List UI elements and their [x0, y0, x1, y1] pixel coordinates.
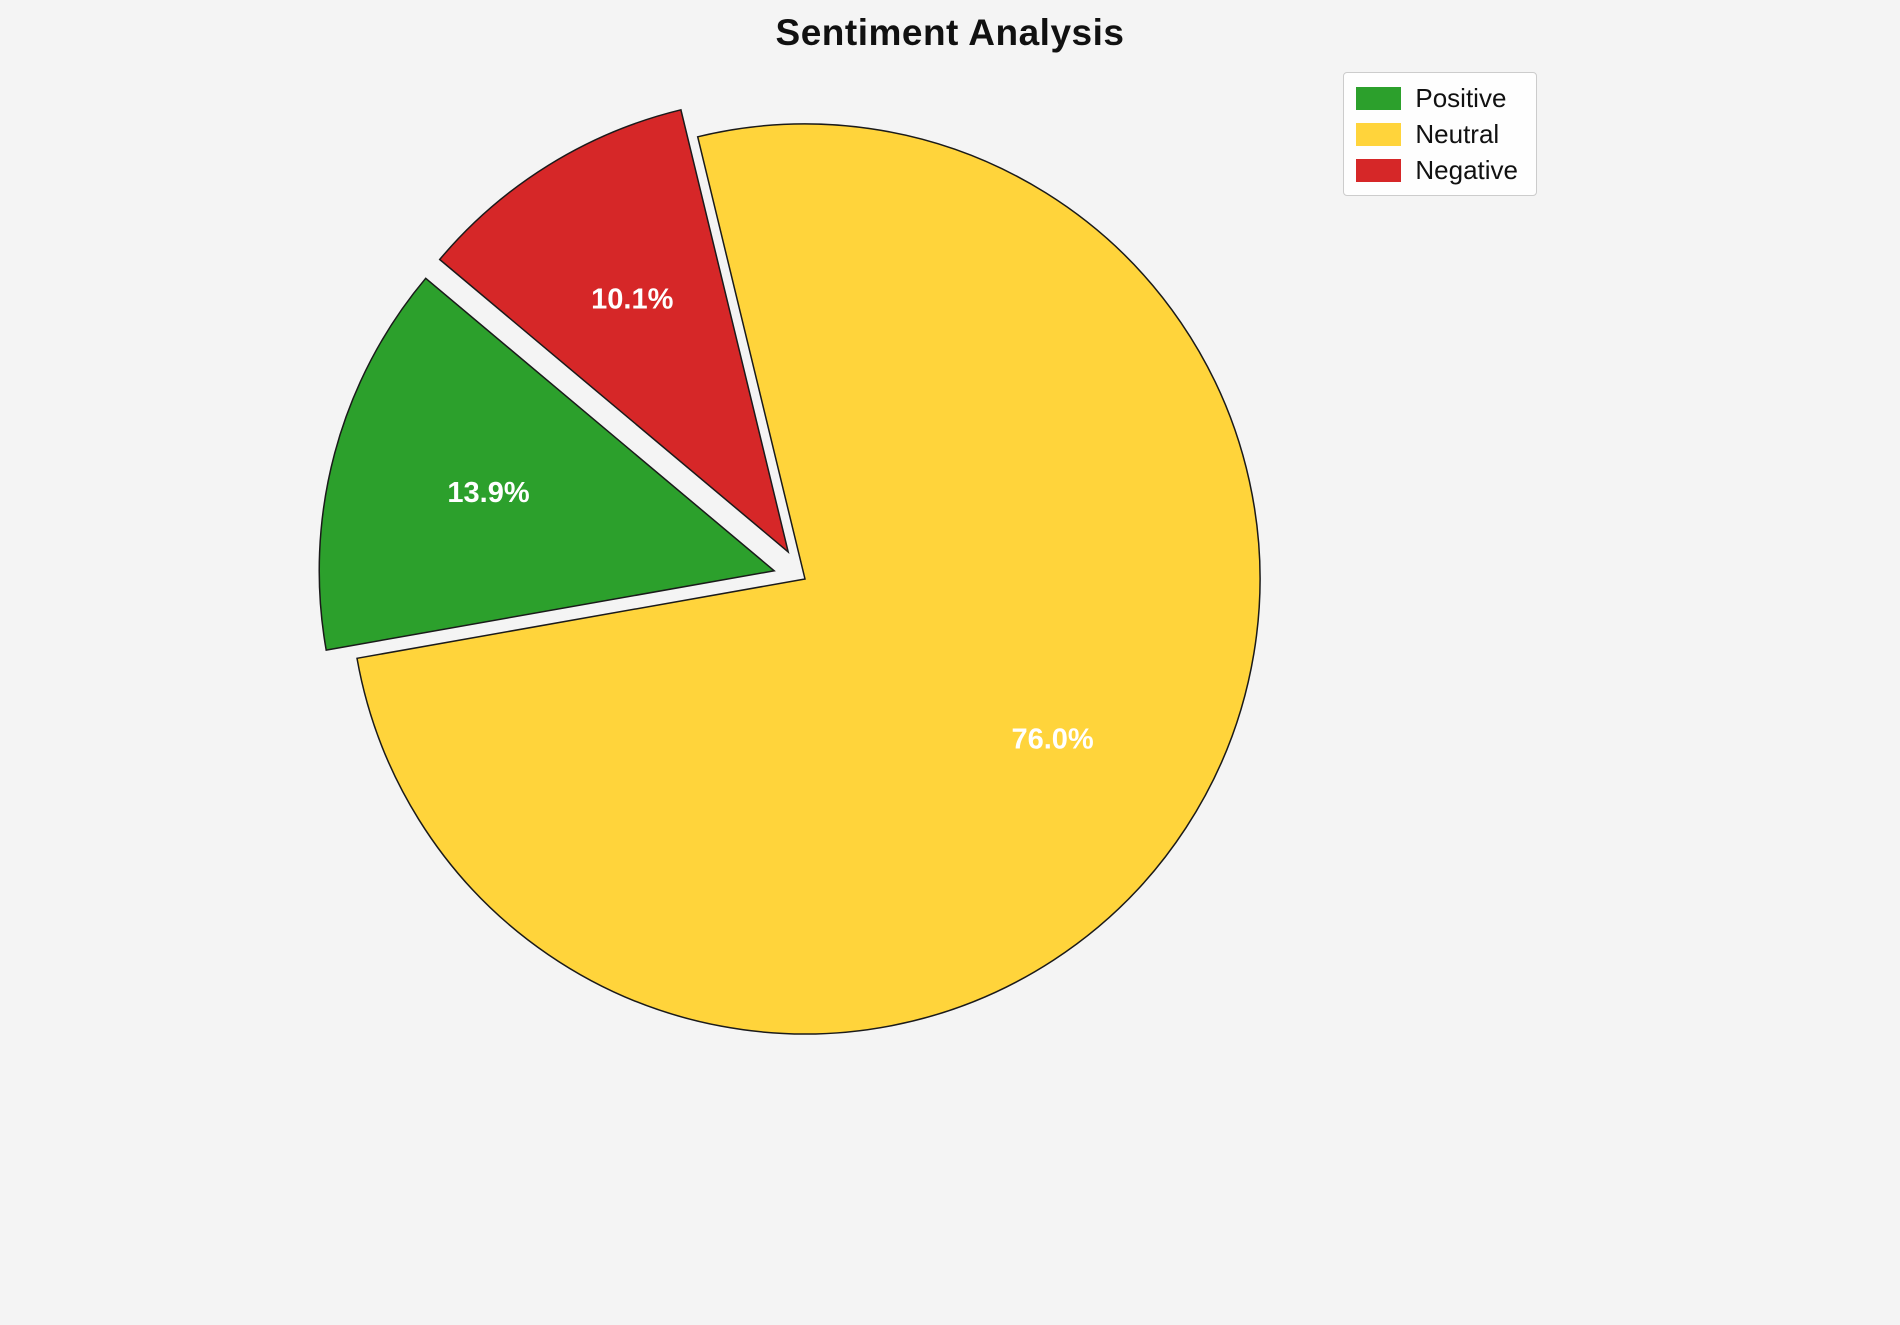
legend-label-negative: Negative	[1415, 155, 1518, 185]
chart-title: Sentiment Analysis	[775, 12, 1125, 53]
legend-item-neutral: Neutral	[1356, 121, 1518, 147]
legend-swatch-positive	[1356, 86, 1402, 110]
legend-item-negative: Negative	[1356, 157, 1518, 183]
legend-swatch-negative	[1356, 158, 1402, 182]
pct-label-neutral: 76.0%	[1011, 723, 1093, 755]
legend-swatch-neutral	[1356, 122, 1402, 146]
pie-slice-neutral	[356, 123, 1261, 1035]
pct-label-positive: 13.9%	[447, 477, 529, 509]
pie-slice-negative	[438, 108, 790, 554]
legend-item-positive: Positive	[1356, 85, 1518, 111]
pie-slice-positive	[318, 277, 776, 651]
legend-label-positive: Positive	[1415, 83, 1507, 113]
legend: Positive Neutral Negative	[1343, 72, 1537, 196]
pct-label-negative: 10.1%	[591, 283, 673, 315]
legend-label-neutral: Neutral	[1415, 119, 1500, 149]
